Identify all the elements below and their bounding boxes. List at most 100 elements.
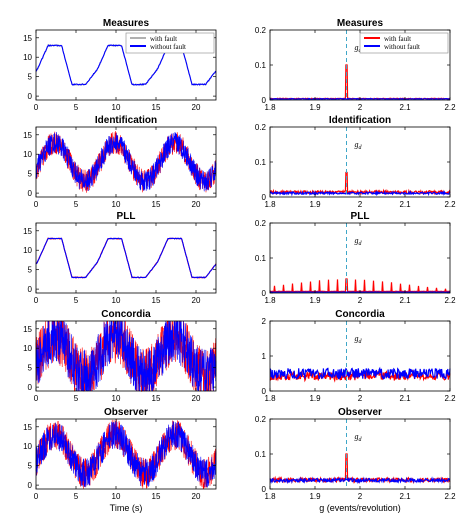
x-tick-label: 1.9 (309, 296, 321, 305)
y-tick-label: 0.1 (255, 254, 267, 263)
y-tick-label: 15 (23, 227, 32, 236)
x-tick-label: 0 (34, 296, 39, 305)
x-tick-label: 1.9 (309, 492, 321, 501)
subplot-9: Observer 0 5 10 15 20 0 5 10 15 Time (s) (23, 407, 217, 513)
x-tick-label: 2.2 (444, 103, 456, 112)
fault-annotation: gd (355, 432, 363, 443)
series-group (35, 320, 217, 392)
y-tick-label: 0 (262, 289, 267, 298)
x-tick-label: 1.8 (264, 200, 276, 209)
legend-label: without fault (384, 43, 420, 51)
x-tick-label: 15 (152, 103, 161, 112)
axes-box (35, 29, 217, 101)
subplot-title: Concordia (101, 309, 151, 320)
axes-box (35, 418, 217, 490)
x-tick-label: 10 (112, 200, 121, 209)
fault-annotation-sub: d (359, 339, 363, 345)
x-tick-label: 1.8 (264, 103, 276, 112)
subplot-4: Identification gd 1.8 1.9 2 2.1 2.2 0 0.1 0.2 (255, 115, 456, 209)
y-tick-label: 0 (262, 387, 267, 396)
x-tick-label: 5 (74, 394, 79, 403)
y-tick-label: 10 (23, 344, 32, 353)
fault-annotation-main: g (355, 43, 359, 52)
x-tick-label: 20 (192, 103, 201, 112)
series-line-2 (269, 190, 451, 197)
series-line-2 (35, 421, 217, 488)
subplot-title: Observer (338, 407, 382, 418)
y-tick-label: 0.1 (255, 61, 267, 70)
x-tick-label: 20 (192, 296, 201, 305)
y-tick-label: 0 (262, 485, 267, 494)
fault-annotation-sub: d (359, 437, 363, 443)
y-tick-label: 5 (28, 170, 33, 179)
y-tick-label: 0.2 (255, 415, 267, 424)
x-tick-label: 0 (34, 394, 39, 403)
x-tick-label: 2.2 (444, 200, 456, 209)
plot-area (270, 321, 450, 391)
x-tick-label: 15 (152, 200, 161, 209)
legend-label: with fault (150, 35, 177, 43)
y-tick-label: 15 (23, 423, 32, 432)
y-tick-label: 0.2 (255, 123, 267, 132)
legend-label: without fault (150, 43, 186, 51)
y-tick-label: 10 (23, 150, 32, 159)
y-tick-label: 0 (28, 481, 33, 490)
axes-box (35, 320, 217, 392)
y-tick-label: 0.2 (255, 219, 267, 228)
y-tick-label: 5 (28, 266, 33, 275)
y-tick-label: 0.2 (255, 26, 267, 35)
x-tick-label: 5 (74, 200, 79, 209)
fault-annotation-main: g (355, 432, 359, 441)
subplot-title: Observer (104, 407, 148, 418)
subplot-8: Concordia gd 1.8 1.9 2 2.1 2.2 0 1 2 (262, 309, 457, 403)
subplot-10: Observer gd 1.8 1.9 2 2.1 2.2 0 0.1 0.2 g (events/… (255, 407, 456, 513)
series-group (35, 419, 217, 489)
x-tick-label: 1.9 (309, 200, 321, 209)
x-tick-label: 5 (74, 103, 79, 112)
x-tick-label: 15 (152, 492, 161, 501)
series-group (35, 43, 217, 87)
plot-area (270, 223, 450, 293)
plot-area (270, 419, 450, 489)
y-tick-label: 2 (262, 317, 267, 326)
series-line-2 (35, 320, 217, 392)
series-group (269, 171, 451, 197)
x-axis-label: Time (s) (110, 503, 143, 513)
legend-box (125, 32, 215, 54)
plot-area (36, 223, 216, 293)
subplot-title: Identification (329, 115, 391, 126)
x-tick-label: 5 (74, 492, 79, 501)
y-tick-label: 15 (23, 131, 32, 140)
x-tick-label: 1.8 (264, 296, 276, 305)
legend-label: with fault (384, 35, 411, 43)
subplot-title: Concordia (335, 309, 385, 320)
y-tick-label: 5 (28, 462, 33, 471)
fault-annotation: gd (355, 334, 363, 345)
fault-annotation: gd (355, 140, 363, 151)
series-group (35, 237, 217, 279)
x-tick-label: 0 (34, 492, 39, 501)
subplot-3: Identification 0 5 10 15 20 0 5 10 15 (23, 115, 217, 209)
y-tick-label: 0 (28, 383, 33, 392)
y-tick-label: 10 (23, 53, 32, 62)
series-line-2 (269, 476, 451, 485)
y-tick-label: 15 (23, 325, 32, 334)
y-tick-label: 0 (28, 92, 33, 101)
x-tick-label: 2 (358, 296, 363, 305)
subplot-title: Measures (103, 18, 150, 29)
fault-annotation-sub: d (359, 241, 363, 247)
x-tick-label: 2.2 (444, 394, 456, 403)
y-tick-label: 10 (23, 246, 32, 255)
x-tick-label: 2.1 (399, 103, 411, 112)
subplot-6: PLL gd 1.8 1.9 2 2.1 2.2 0 0.1 0.2 (255, 211, 456, 305)
x-tick-label: 2.1 (399, 296, 411, 305)
axes-box (35, 126, 217, 198)
series-line-2 (35, 131, 217, 192)
subplot-title: Measures (337, 18, 384, 29)
subplot-title: PLL (351, 211, 370, 222)
x-tick-label: 2.1 (399, 394, 411, 403)
